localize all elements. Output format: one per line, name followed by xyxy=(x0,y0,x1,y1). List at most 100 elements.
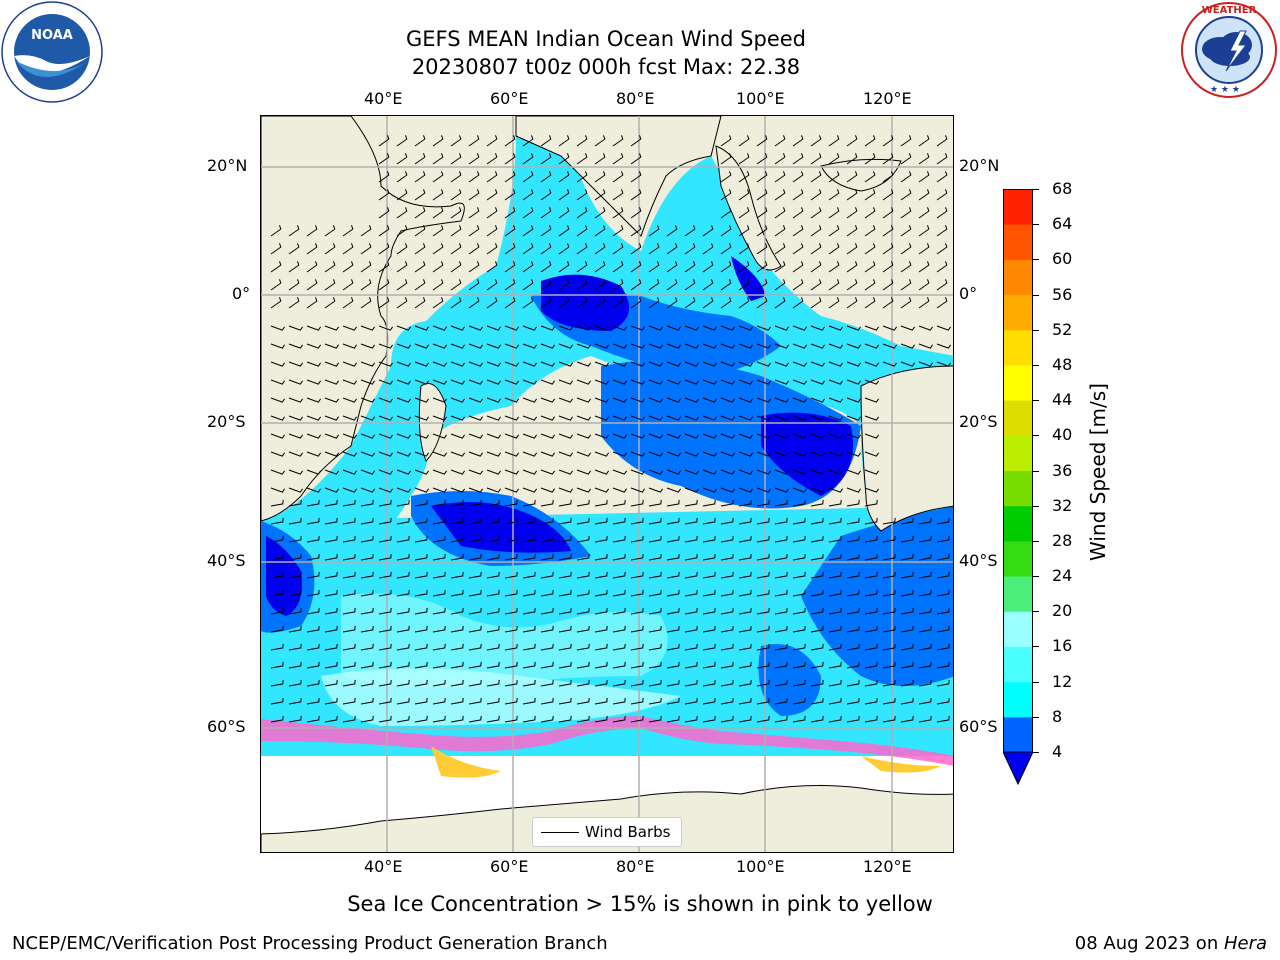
wind-barb xyxy=(666,361,682,367)
wind-barb xyxy=(486,517,500,525)
wind-barb xyxy=(450,379,466,385)
colorbar-segment xyxy=(1003,646,1033,683)
wind-barb xyxy=(396,207,408,219)
wind-barb xyxy=(810,643,824,651)
wind-barb xyxy=(684,343,700,349)
wind-barb xyxy=(630,571,644,579)
wind-barb xyxy=(342,553,356,561)
wind-barb xyxy=(738,553,752,561)
wind-barb xyxy=(720,343,736,349)
wind-barb xyxy=(486,343,502,349)
wind-barb xyxy=(720,297,732,309)
wind-barb xyxy=(810,415,826,421)
wind-barb xyxy=(864,397,880,403)
wind-barb xyxy=(540,325,556,331)
wind-barb xyxy=(324,487,340,493)
wind-barb xyxy=(630,397,646,403)
wind-barb xyxy=(468,153,480,165)
southern-ocean-white xyxy=(261,756,953,834)
wind-barb xyxy=(828,715,842,723)
colorbar-tick-label: 24 xyxy=(1052,566,1073,586)
wind-barb xyxy=(936,697,950,705)
wind-barb xyxy=(702,625,716,633)
graticule xyxy=(261,116,953,852)
wind-barb xyxy=(288,571,302,579)
wind-barb xyxy=(918,535,932,543)
wind-barb xyxy=(774,697,788,705)
wind-barb xyxy=(378,225,390,237)
wind-barb xyxy=(540,361,556,367)
wind-barb xyxy=(882,625,896,633)
wind-barb xyxy=(612,297,624,309)
wind-barb xyxy=(414,571,428,579)
wind-barb xyxy=(522,625,536,633)
wind-barb xyxy=(774,153,786,165)
wind-barb xyxy=(612,343,628,349)
wind-barb xyxy=(630,171,642,183)
wind-barb xyxy=(828,607,842,615)
wind-barb xyxy=(774,171,786,183)
wind-barb xyxy=(342,487,358,493)
wind-barb xyxy=(486,361,502,367)
wind-barb xyxy=(342,243,354,255)
wind-barb xyxy=(684,297,696,309)
wind-barb xyxy=(594,225,606,237)
wind-barb xyxy=(540,433,556,439)
wind-barb xyxy=(558,379,574,385)
wind-barb xyxy=(900,679,914,687)
wind-barb xyxy=(450,499,464,507)
wind-barb xyxy=(810,135,822,147)
wind-barb xyxy=(864,679,878,687)
wind-barb xyxy=(468,571,482,579)
wind-barb xyxy=(702,279,714,291)
wind-barb xyxy=(576,499,590,507)
colorbar-tick-mark xyxy=(1033,681,1039,683)
colorbar xyxy=(1002,189,1034,786)
wind-barb xyxy=(630,279,642,291)
wind-barb xyxy=(612,207,624,219)
wind-barb xyxy=(936,225,948,237)
wind-barb xyxy=(306,297,318,309)
wind-barb xyxy=(846,607,860,615)
wind-barb xyxy=(504,207,516,219)
wind-barb xyxy=(558,325,574,331)
lat-tick-left: 0° xyxy=(232,284,251,303)
wind-barb xyxy=(360,225,372,237)
lat-tick-right: 20°S xyxy=(959,412,998,431)
wind-barb xyxy=(756,325,772,331)
wind-barb xyxy=(648,343,664,349)
wind-barb xyxy=(630,661,644,669)
wind-barb xyxy=(774,297,786,309)
wind-barb xyxy=(396,715,410,723)
wind-barb xyxy=(774,397,790,403)
wind-barb xyxy=(774,135,786,147)
wind-barb xyxy=(360,661,374,669)
wind-barb xyxy=(342,225,354,237)
wind-barb xyxy=(468,189,480,201)
wind-barb xyxy=(882,325,898,331)
wind-barb xyxy=(558,535,572,543)
wind-barb xyxy=(612,153,624,165)
wind-barb xyxy=(630,343,646,349)
wind-barb xyxy=(432,607,446,615)
wind-barb xyxy=(522,379,538,385)
wind-barb xyxy=(828,535,842,543)
wind-barb xyxy=(756,343,772,349)
wind-barb xyxy=(450,189,462,201)
wind-barb xyxy=(270,487,286,493)
wind-barb xyxy=(450,697,464,705)
wind-barb xyxy=(864,171,876,183)
lon-tick-top: 100°E xyxy=(736,89,785,108)
wind-barb xyxy=(756,499,770,507)
wind-barb xyxy=(504,535,518,543)
wind-barb xyxy=(540,135,552,147)
wind-barb xyxy=(720,679,734,687)
wind-barb xyxy=(612,325,628,331)
wind-barb xyxy=(450,553,464,561)
wind-barb xyxy=(882,261,894,273)
wind-barb xyxy=(414,697,428,705)
wind-barb xyxy=(702,433,718,439)
wind-barb xyxy=(828,697,842,705)
wind-barb xyxy=(486,589,500,597)
wind-barb xyxy=(810,679,824,687)
